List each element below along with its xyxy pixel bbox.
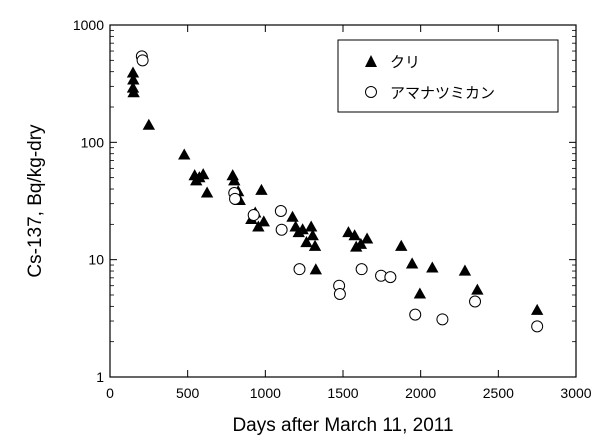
x-tick-label: 3000 <box>560 385 591 401</box>
x-tick-label: 2500 <box>483 385 514 401</box>
data-point-circle <box>229 192 242 205</box>
data-point-triangle <box>309 263 322 275</box>
data-point-triangle <box>354 237 368 249</box>
data-point-triangle <box>127 73 140 85</box>
data-point-triangle <box>530 303 544 315</box>
data-point-triangle <box>255 183 268 195</box>
y-tick-label: 100 <box>81 134 105 150</box>
x-axis-title: Days after March 11, 2011 <box>232 415 453 436</box>
data-point-circle <box>531 320 544 333</box>
y-axis-title: Cs-137, Bq/kg-dry <box>25 124 46 278</box>
data-point-triangle <box>413 287 427 299</box>
legend-label-series-2: アマナツミカン <box>390 84 495 102</box>
x-tick-label: 1500 <box>327 385 358 401</box>
legend-label-series-1: クリ <box>390 53 420 71</box>
y-tick-label: 10 <box>88 252 104 268</box>
data-point-circle <box>355 263 368 276</box>
data-point-triangle <box>304 220 318 232</box>
data-point-triangle <box>342 226 355 238</box>
data-point-triangle <box>360 232 374 244</box>
y-tick-label: 1000 <box>73 17 104 33</box>
data-point-circle <box>274 204 287 217</box>
x-tick-label: 500 <box>176 385 200 401</box>
data-point-triangle <box>126 81 140 93</box>
legend: クリ アマナツミカン <box>337 39 559 113</box>
data-point-triangle <box>257 215 270 227</box>
data-point-circle <box>333 287 346 300</box>
data-point-triangle <box>348 229 361 241</box>
legend-marker-triangle <box>365 55 377 67</box>
axis-ticks <box>109 24 577 378</box>
data-point-triangle <box>197 168 210 180</box>
x-tick-label: 0 <box>106 385 114 401</box>
data-point-triangle <box>127 86 140 98</box>
data-point-triangle <box>228 174 241 186</box>
data-point-circle <box>409 308 422 321</box>
legend-marker-circle <box>365 86 377 98</box>
data-point-triangle <box>142 118 156 130</box>
data-point-triangle <box>395 239 408 251</box>
data-point-triangle <box>200 186 214 198</box>
data-point-circle <box>293 263 306 276</box>
x-tick-label: 1000 <box>250 385 281 401</box>
data-point-circle <box>469 295 482 308</box>
data-point-circle <box>275 223 288 236</box>
data-point-triangle <box>300 236 313 248</box>
data-point-circle <box>436 313 449 326</box>
axis-tick-labels: 0 500 1000 1500 2000 2500 3000 1 10 100 1000 <box>73 17 592 401</box>
legend-box <box>337 39 559 113</box>
data-point-circle <box>384 271 397 284</box>
x-tick-label: 2000 <box>405 385 436 401</box>
data-point-triangle <box>178 148 191 160</box>
data-point-triangle <box>126 66 140 78</box>
data-point-triangle <box>458 264 472 276</box>
y-tick-label: 1 <box>96 369 104 385</box>
data-point-circle <box>247 209 260 222</box>
data-point-triangle <box>286 210 299 222</box>
data-point-triangle <box>426 261 439 273</box>
data-point-triangle <box>306 229 319 241</box>
data-point-triangle <box>405 257 419 269</box>
data-point-triangle <box>471 283 484 295</box>
chart-marks <box>126 50 544 333</box>
data-point-triangle <box>308 239 322 251</box>
data-point-circle <box>136 54 149 67</box>
